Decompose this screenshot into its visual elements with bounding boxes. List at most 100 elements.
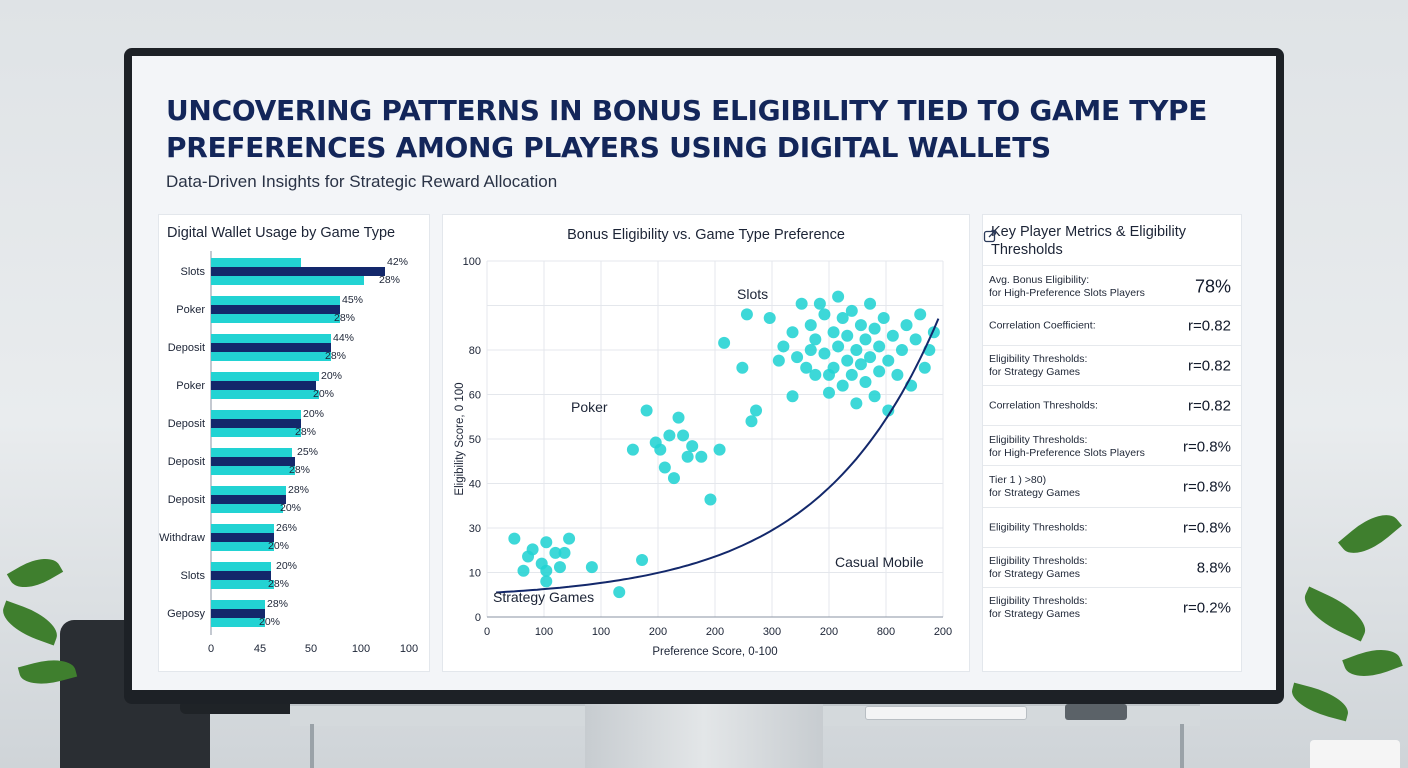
scatter-point — [663, 429, 676, 442]
bar-data-label: 26% — [276, 522, 297, 534]
scatter-x-axis-label: Preference Score, 0-100 — [652, 646, 777, 658]
scatter-point — [891, 368, 904, 381]
bar-segment — [211, 571, 271, 580]
metric-label: Eligibility Thresholds: for High-Preferen… — [989, 434, 1159, 460]
bar-segment — [211, 495, 286, 504]
bar-data-label: 20% — [276, 560, 297, 572]
bar-data-label: 28% — [325, 350, 346, 362]
scatter-point — [540, 536, 553, 549]
bar-segment — [211, 381, 316, 390]
metric-label-line: Eligibility Thresholds: — [989, 594, 1088, 607]
scatter-point — [791, 351, 804, 364]
scatter-point — [823, 386, 835, 399]
scatter-point — [868, 390, 881, 403]
bar-segment — [211, 533, 274, 542]
scatter-point — [713, 443, 726, 456]
metric-row: Eligibility Thresholds: for Strategy Game… — [983, 587, 1241, 627]
bar-segment — [211, 267, 385, 276]
scatter-chart: 0 10 30 40 50 60 80 100 0 100 100 200 200 300 200 800 20… — [454, 256, 952, 658]
bar-category-label: Poker — [176, 304, 205, 316]
bar-segment — [211, 524, 274, 533]
metric-sublabel: for Strategy Games — [989, 567, 1081, 580]
bar-segment — [211, 390, 319, 399]
bar-segment — [211, 448, 292, 457]
metric-label-line: Correlation Thresholds: — [989, 399, 1098, 411]
bar-category-label: Withdraw — [159, 532, 205, 544]
bar-category-label: Deposit — [168, 418, 205, 430]
bar-data-label: 20% — [313, 388, 334, 400]
scatter-x-tick-label: 200 — [649, 626, 667, 638]
scatter-point — [900, 319, 913, 332]
bar-segment — [211, 618, 265, 627]
bar-data-label: 20% — [321, 370, 342, 382]
external-link-icon[interactable] — [983, 229, 997, 243]
bar-segment — [211, 609, 265, 618]
monitor-stand — [585, 700, 823, 768]
scatter-point — [818, 308, 831, 321]
scatter-x-tick-label: 300 — [763, 626, 781, 638]
scatter-point — [718, 336, 731, 349]
metric-value: r=0.82 — [1188, 397, 1231, 414]
bar-segment — [211, 428, 301, 437]
metric-value: r=0.8% — [1183, 438, 1231, 455]
scatter-point — [540, 564, 553, 577]
scatter-point — [786, 326, 799, 339]
scatter-point — [772, 354, 785, 367]
plant-leaf — [1342, 641, 1403, 685]
metric-label-line: Eligibility Thresholds: — [989, 521, 1088, 533]
metric-label: Correlation Thresholds: — [989, 399, 1159, 412]
plant-leaf — [1338, 503, 1402, 565]
bar-segment — [211, 419, 301, 428]
scatter-point — [918, 361, 931, 374]
metric-label-line: Eligibility Thresholds: — [989, 352, 1088, 365]
scatter-point — [654, 443, 667, 456]
metric-value: r=0.82 — [1188, 317, 1231, 334]
desk-leg — [1180, 724, 1184, 768]
scatter-annotation: Strategy Games — [493, 589, 594, 605]
title-line-2: PREFERENCES AMONG PLAYERS USING DIGITAL … — [166, 131, 1051, 164]
bar-segment — [211, 600, 265, 609]
scatter-point — [809, 368, 822, 381]
scatter-point — [886, 329, 899, 342]
bar-data-label: 28% — [288, 484, 309, 496]
bar-segment — [211, 562, 271, 571]
bar-x-tick-label: 0 — [208, 643, 214, 655]
scatter-point — [681, 450, 694, 463]
scatter-annotation: Slots — [737, 286, 768, 302]
bar-segment — [211, 410, 301, 419]
metric-value: r=0.8% — [1183, 519, 1231, 536]
page-title: UNCOVERING PATTERNS IN BONUS ELIGIBILITY… — [166, 92, 1256, 166]
metric-label: Avg. Bonus Eligibility: for High-Preferen… — [989, 274, 1159, 300]
scatter-point — [873, 365, 886, 378]
bar-segment — [211, 343, 331, 352]
bar-segment — [211, 305, 340, 314]
scatter-point — [695, 450, 708, 463]
plant-pot — [1310, 740, 1400, 768]
scatter-point — [859, 333, 872, 346]
metric-label-line: Tier 1 ) >80) — [989, 473, 1047, 486]
scatter-point — [818, 347, 831, 360]
bar-segment — [211, 466, 295, 475]
metrics-heading: Key Player Metrics & Eligibility Thresho… — [991, 224, 1186, 258]
bar-segment — [211, 296, 340, 305]
bar-data-label: 20% — [280, 502, 301, 514]
scatter-point — [827, 326, 840, 339]
bar-category-label: Deposit — [168, 456, 205, 468]
scatter-point — [640, 404, 653, 417]
metrics-panel: Key Player Metrics & Eligibility Thresho… — [982, 214, 1242, 672]
title-line-1: UNCOVERING PATTERNS IN BONUS ELIGIBILITY… — [166, 94, 1208, 127]
bar-segment — [211, 486, 286, 495]
plant-leaf — [1287, 682, 1353, 722]
bar-segment — [211, 258, 301, 267]
metric-sublabel: for High-Preference Slots Players — [989, 446, 1145, 459]
bar-data-label: 20% — [303, 408, 324, 420]
scatter-point — [864, 351, 877, 364]
scatter-point — [873, 340, 886, 353]
scatter-point — [795, 297, 808, 310]
scatter-x-tick-label: 800 — [877, 626, 895, 638]
bar-data-label: 28% — [334, 312, 355, 324]
scatter-point — [508, 532, 521, 545]
bar-data-label: 20% — [259, 616, 280, 628]
scatter-point — [585, 561, 598, 574]
scatter-point — [626, 443, 639, 456]
